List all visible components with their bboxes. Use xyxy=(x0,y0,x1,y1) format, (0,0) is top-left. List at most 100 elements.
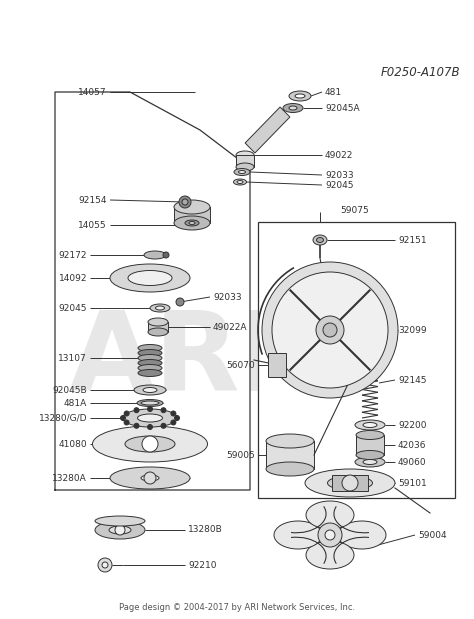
Ellipse shape xyxy=(234,179,246,185)
Circle shape xyxy=(318,523,342,547)
Circle shape xyxy=(272,272,388,388)
Circle shape xyxy=(124,420,129,425)
Ellipse shape xyxy=(138,350,162,357)
Ellipse shape xyxy=(266,434,314,448)
Text: 92045B: 92045B xyxy=(52,386,87,394)
Circle shape xyxy=(163,252,169,258)
Ellipse shape xyxy=(155,306,164,310)
Circle shape xyxy=(316,316,344,344)
Text: 59004: 59004 xyxy=(418,530,447,540)
Text: 49022: 49022 xyxy=(325,150,354,160)
Text: 481A: 481A xyxy=(64,399,87,407)
Text: 92045A: 92045A xyxy=(325,103,360,113)
Ellipse shape xyxy=(274,521,322,549)
Circle shape xyxy=(134,423,139,428)
Ellipse shape xyxy=(266,462,314,476)
Text: 92145: 92145 xyxy=(398,376,427,384)
Ellipse shape xyxy=(148,328,168,336)
Circle shape xyxy=(323,323,337,337)
Text: 56070: 56070 xyxy=(226,360,255,370)
Ellipse shape xyxy=(356,430,384,439)
Ellipse shape xyxy=(355,457,385,467)
Text: 13280A: 13280A xyxy=(52,474,87,482)
Circle shape xyxy=(262,262,398,398)
Ellipse shape xyxy=(110,264,190,292)
Text: 13280/G/D: 13280/G/D xyxy=(38,413,87,423)
Ellipse shape xyxy=(138,365,162,371)
Text: 13107: 13107 xyxy=(58,353,87,363)
Circle shape xyxy=(182,199,188,205)
Circle shape xyxy=(325,530,335,540)
Text: 42036: 42036 xyxy=(398,441,427,449)
Text: 92172: 92172 xyxy=(58,251,87,259)
Ellipse shape xyxy=(109,526,131,534)
Text: 41080: 41080 xyxy=(58,439,87,449)
Circle shape xyxy=(342,475,358,491)
Ellipse shape xyxy=(134,385,166,395)
Text: 13280B: 13280B xyxy=(188,526,223,534)
Ellipse shape xyxy=(138,360,162,366)
Ellipse shape xyxy=(148,318,168,326)
Circle shape xyxy=(144,472,156,484)
Circle shape xyxy=(120,415,126,420)
Circle shape xyxy=(115,525,125,535)
Ellipse shape xyxy=(317,238,323,243)
Text: 92200: 92200 xyxy=(398,420,427,430)
Circle shape xyxy=(147,425,153,430)
Ellipse shape xyxy=(95,516,145,526)
Ellipse shape xyxy=(363,459,377,464)
Text: 32099: 32099 xyxy=(398,326,427,334)
Text: 92151: 92151 xyxy=(398,235,427,245)
Ellipse shape xyxy=(306,541,354,569)
Ellipse shape xyxy=(110,467,190,489)
Ellipse shape xyxy=(174,200,210,214)
Bar xyxy=(332,475,368,491)
Circle shape xyxy=(174,415,180,420)
Text: 481: 481 xyxy=(325,87,342,97)
Ellipse shape xyxy=(138,355,162,361)
Text: 14092: 14092 xyxy=(58,274,87,282)
Ellipse shape xyxy=(238,170,246,173)
Text: ARI: ARI xyxy=(69,306,282,413)
Bar xyxy=(266,441,314,469)
Bar xyxy=(268,353,286,377)
Ellipse shape xyxy=(338,521,386,549)
Ellipse shape xyxy=(363,423,377,428)
Ellipse shape xyxy=(295,94,305,98)
Ellipse shape xyxy=(141,475,159,481)
Text: 59101: 59101 xyxy=(398,478,427,488)
Text: 92210: 92210 xyxy=(188,560,217,569)
Ellipse shape xyxy=(237,181,243,183)
Bar xyxy=(236,155,254,167)
Text: 92033: 92033 xyxy=(213,293,242,301)
Ellipse shape xyxy=(174,216,210,230)
Circle shape xyxy=(142,436,158,452)
Ellipse shape xyxy=(95,521,145,539)
Circle shape xyxy=(98,558,112,572)
Ellipse shape xyxy=(122,409,177,427)
Ellipse shape xyxy=(236,151,254,159)
Circle shape xyxy=(171,411,176,416)
Text: F0250-A107B: F0250-A107B xyxy=(381,66,460,79)
Circle shape xyxy=(161,408,166,413)
Ellipse shape xyxy=(125,436,175,452)
Text: Page design © 2004-2017 by ARI Network Services, Inc.: Page design © 2004-2017 by ARI Network S… xyxy=(119,604,355,612)
Bar xyxy=(148,322,168,332)
Circle shape xyxy=(134,408,139,413)
Ellipse shape xyxy=(137,414,163,422)
Text: 59075: 59075 xyxy=(340,206,369,215)
Text: 49060: 49060 xyxy=(398,457,427,467)
Bar xyxy=(174,207,210,223)
Bar xyxy=(258,222,455,498)
Ellipse shape xyxy=(289,106,297,110)
Text: 49022A: 49022A xyxy=(213,322,247,332)
Circle shape xyxy=(147,407,153,412)
Ellipse shape xyxy=(355,420,385,430)
Ellipse shape xyxy=(305,469,395,497)
Circle shape xyxy=(176,298,184,306)
Text: 59005: 59005 xyxy=(226,451,255,459)
Text: 14055: 14055 xyxy=(78,220,107,230)
Ellipse shape xyxy=(150,304,170,312)
Text: 14057: 14057 xyxy=(78,87,107,97)
Circle shape xyxy=(161,423,166,428)
